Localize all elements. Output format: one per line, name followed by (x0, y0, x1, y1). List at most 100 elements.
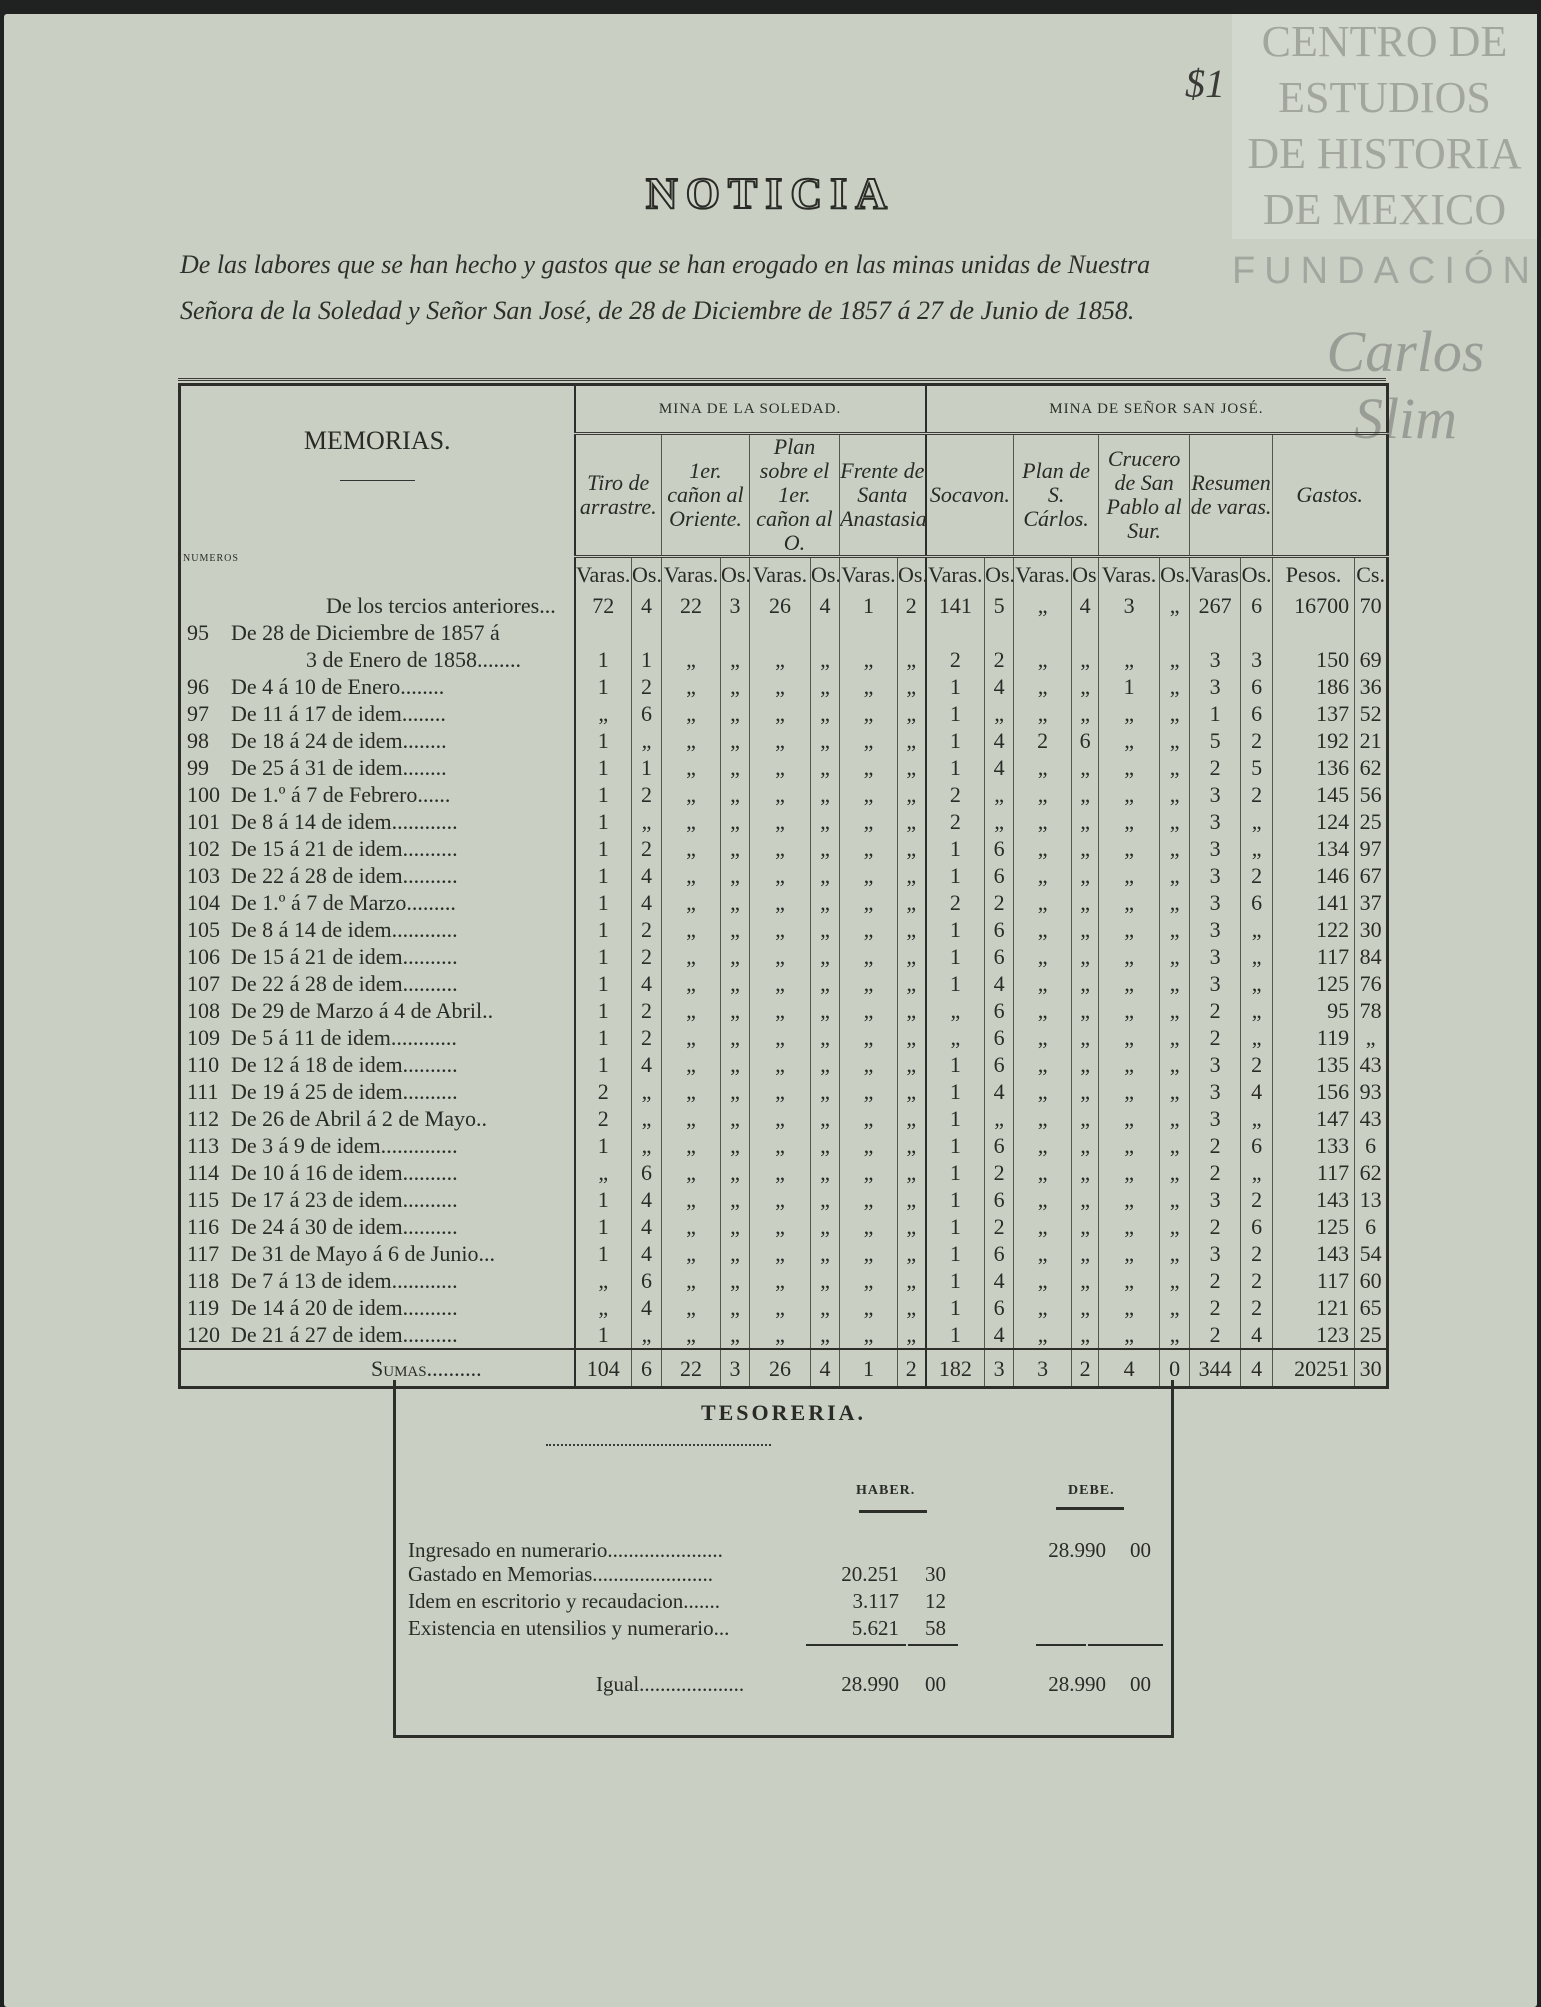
value-cell: „ (573, 1267, 632, 1294)
value-cell (1013, 619, 1072, 646)
value-cell: 4 (1240, 1321, 1273, 1349)
value-cell: „ (1159, 889, 1190, 916)
table-row: 95 De 28 de Diciembre de 1857 á (180, 619, 1388, 646)
value-cell: „ (661, 1159, 721, 1186)
value-cell: „ (1159, 808, 1190, 835)
value-cell: „ (1159, 1159, 1190, 1186)
value-cell: „ (896, 943, 926, 970)
value-cell: „ (749, 1240, 811, 1267)
mine-soledad-header: MINA DE LA SOLEDAD. (573, 384, 926, 435)
value-cell: 1 (573, 943, 632, 970)
value-cell: „ (1071, 1078, 1099, 1105)
value-cell: 4 (1240, 1348, 1273, 1388)
value-cell: „ (749, 1294, 811, 1321)
value-cell (1159, 619, 1190, 646)
value-cell: „ (1159, 1267, 1190, 1294)
value-cell: „ (720, 781, 750, 808)
value-cell: „ (1098, 1051, 1160, 1078)
value-cell: „ (810, 1078, 840, 1105)
value-cell: „ (810, 889, 840, 916)
value-cell: 125 (1272, 1213, 1355, 1240)
value-cell: 2 (1240, 862, 1273, 889)
value-cell: 123 (1272, 1321, 1355, 1349)
value-cell: 4 (1240, 1078, 1273, 1105)
value-cell: „ (1013, 1240, 1072, 1267)
value-cell: 2 (924, 781, 985, 808)
column-header: Plan de S. Cárlos. (1013, 433, 1099, 558)
table-row: 110 De 12 á 18 de idem.......... 1 4 „ „ „ „ „ „ 1… (180, 1051, 1388, 1078)
value-cell: „ (810, 1159, 840, 1186)
value-cell: „ (720, 1240, 750, 1267)
value-cell: „ (1071, 1132, 1099, 1159)
value-cell: „ (749, 1267, 811, 1294)
value-cell (720, 619, 750, 646)
value-cell: 6 (984, 1051, 1014, 1078)
period-label: De 1.º á 7 de Marzo......... (231, 890, 456, 915)
value-cell: „ (1240, 1159, 1273, 1186)
period-label: De 18 á 24 de idem........ (231, 728, 447, 753)
value-cell: „ (896, 1294, 926, 1321)
value-cell: 1 (573, 916, 632, 943)
memoria-number: 103 (187, 863, 220, 888)
value-cell: „ (661, 646, 721, 673)
value-cell: „ (1071, 1051, 1099, 1078)
period-label: 3 de Enero de 1858........ (306, 647, 522, 672)
value-cell: 117 (1272, 1267, 1355, 1294)
value-cell: „ (810, 727, 840, 754)
value-cell: 141 (924, 592, 985, 619)
value-cell: 1 (924, 1294, 985, 1321)
value-cell: 0 (1159, 1348, 1190, 1388)
value-cell: „ (661, 1240, 721, 1267)
value-cell: „ (1098, 1321, 1160, 1349)
unit-header: Os. (1159, 556, 1190, 592)
value-cell: „ (1240, 943, 1273, 970)
value-cell: „ (839, 997, 898, 1024)
value-cell: „ (1240, 1024, 1273, 1051)
value-cell (924, 619, 985, 646)
value-cell: 6 (631, 1267, 662, 1294)
value-cell: „ (1071, 1294, 1099, 1321)
value-cell: „ (661, 889, 721, 916)
value-cell: 4 (984, 754, 1014, 781)
value-cell: „ (810, 997, 840, 1024)
value-cell: „ (1098, 1240, 1160, 1267)
value-cell: 122 (1272, 916, 1355, 943)
value-cell: „ (749, 835, 811, 862)
value-cell: „ (749, 1105, 811, 1132)
value-cell: „ (839, 889, 898, 916)
value-cell: 4 (631, 592, 662, 619)
value-cell: 143 (1272, 1240, 1355, 1267)
value-cell: 1 (924, 835, 985, 862)
value-cell: „ (749, 646, 811, 673)
value-cell: 1 (924, 970, 985, 997)
memoria-number: 99 (187, 755, 209, 780)
divider (546, 1444, 771, 1446)
value-cell: „ (661, 1024, 721, 1051)
watermark-foundation: FUNDACIÓN (1232, 250, 1539, 292)
value-cell: 26 (749, 592, 811, 619)
value-cell: „ (661, 1051, 721, 1078)
unit-header: Os. (1240, 556, 1273, 592)
value-cell: 125 (1272, 970, 1355, 997)
value-cell: 95 (1272, 997, 1355, 1024)
value-cell: 6 (631, 1159, 662, 1186)
value-cell: 20251 (1272, 1348, 1355, 1388)
value-cell: „ (1098, 1186, 1160, 1213)
value-cell: „ (1098, 1024, 1160, 1051)
value-cell: 2 (1189, 997, 1241, 1024)
row-label-cell: 98 De 18 á 24 de idem........ (180, 727, 575, 754)
value-cell: „ (1071, 862, 1099, 889)
value-cell: 72 (573, 592, 632, 619)
value-cell: 2 (631, 835, 662, 862)
value-cell: 1 (1098, 673, 1160, 700)
value-cell: 1 (573, 1051, 632, 1078)
value-cell: 3 (1189, 889, 1241, 916)
row-label-cell: 109 De 5 á 11 de idem............ (180, 1024, 575, 1051)
value-cell: 182 (924, 1348, 985, 1388)
value-cell: „ (1098, 781, 1160, 808)
value-cell: „ (1159, 997, 1190, 1024)
value-cell: 43 (1354, 1051, 1388, 1078)
value-cell: „ (573, 700, 632, 727)
value-cell: „ (839, 862, 898, 889)
table-row: 99 De 25 á 31 de idem........ 1 1 „ „ „ „ „ „ 1 4 „ „… (180, 754, 1388, 781)
